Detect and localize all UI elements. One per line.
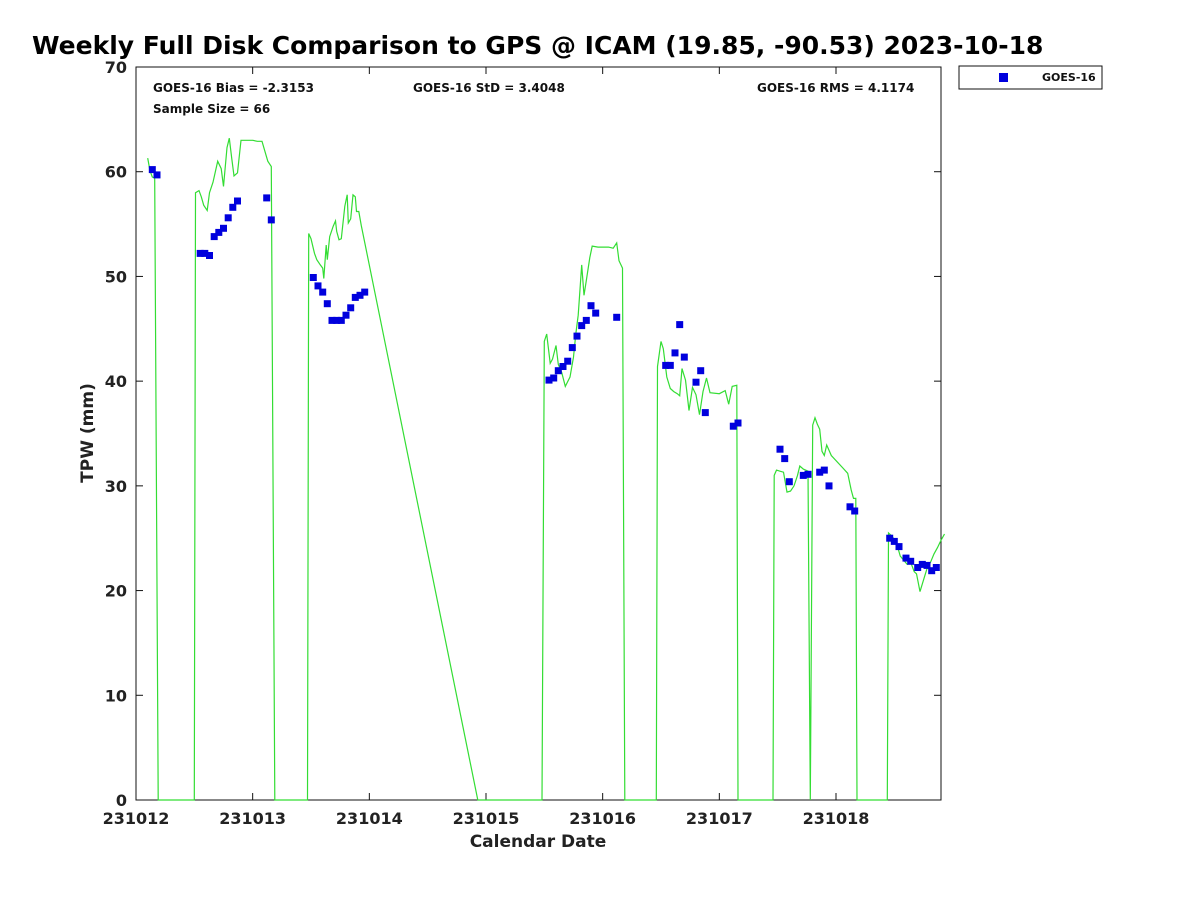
data-point-goes16 xyxy=(816,468,824,476)
data-point-goes16 xyxy=(550,374,558,382)
data-point-goes16 xyxy=(820,466,828,474)
data-point-goes16 xyxy=(729,422,737,430)
x-axis-label: Calendar Date xyxy=(470,832,607,852)
data-point-goes16 xyxy=(347,304,355,312)
y-tick-label: 50 xyxy=(105,267,127,286)
data-point-goes16 xyxy=(564,357,572,365)
data-point-goes16 xyxy=(923,561,931,569)
data-point-goes16 xyxy=(568,344,576,352)
data-point-goes16 xyxy=(676,321,684,329)
legend-marker-goes16 xyxy=(999,73,1008,82)
x-tick-label: 231015 xyxy=(453,809,520,828)
data-point-goes16 xyxy=(201,249,209,257)
data-point-goes16 xyxy=(206,252,213,259)
y-tick-label: 30 xyxy=(105,477,127,496)
y-axis: 0 10 20 30 40 50 60 70 xyxy=(105,58,941,810)
data-point-goes16 xyxy=(220,224,227,232)
y-tick-label: 60 xyxy=(105,163,127,182)
data-point-goes16 xyxy=(902,554,910,562)
data-point-goes16 xyxy=(148,166,156,174)
data-point-goes16 xyxy=(210,233,218,241)
x-tick-label: 231014 xyxy=(336,809,403,828)
data-point-goes16 xyxy=(573,332,581,340)
data-point-goes16 xyxy=(267,216,275,224)
data-point-goes16 xyxy=(804,470,812,478)
data-point-goes16 xyxy=(328,316,336,324)
data-point-goes16 xyxy=(351,293,359,301)
data-point-goes16 xyxy=(662,361,670,369)
data-point-goes16 xyxy=(263,194,271,202)
series-goes16-points xyxy=(148,166,940,575)
legend-box xyxy=(958,65,1103,90)
data-point-goes16 xyxy=(229,203,237,211)
data-point-goes16 xyxy=(799,471,807,479)
data-point-goes16 xyxy=(153,171,161,179)
data-point-goes16 xyxy=(680,353,688,361)
data-point-goes16 xyxy=(554,367,562,375)
data-point-goes16 xyxy=(314,282,322,290)
data-point-goes16 xyxy=(895,543,903,551)
data-point-goes16 xyxy=(907,557,915,565)
data-point-goes16 xyxy=(323,300,331,308)
data-point-goes16 xyxy=(578,322,586,330)
data-point-goes16 xyxy=(337,316,345,324)
data-point-goes16 xyxy=(825,482,833,490)
data-point-goes16 xyxy=(234,197,241,205)
series-line-gps xyxy=(147,138,946,801)
x-tick-label: 231013 xyxy=(219,809,286,828)
data-point-goes16 xyxy=(671,349,679,357)
data-point-goes16 xyxy=(356,291,364,299)
y-axis-label: TPW (mm) xyxy=(78,383,98,483)
data-point-goes16 xyxy=(196,249,204,257)
x-tick-label: 231016 xyxy=(569,809,636,828)
data-point-goes16 xyxy=(890,537,898,545)
data-point-goes16 xyxy=(361,288,369,296)
data-point-goes16 xyxy=(734,419,742,427)
data-point-goes16 xyxy=(559,363,567,370)
data-point-goes16 xyxy=(613,313,621,321)
data-point-goes16 xyxy=(697,367,705,375)
y-tick-label: 10 xyxy=(105,686,127,705)
stat-rms: GOES-16 RMS = 4.1174 xyxy=(757,81,914,95)
x-axis: 231012 231013 231014 231015 231016 231017 2310… xyxy=(103,67,870,828)
data-point-goes16 xyxy=(587,302,595,310)
data-point-goes16 xyxy=(666,361,674,369)
data-point-goes16 xyxy=(918,560,926,568)
data-point-goes16 xyxy=(545,376,553,384)
x-tick-label: 231012 xyxy=(103,809,170,828)
data-point-goes16 xyxy=(846,503,854,511)
y-tick-label: 0 xyxy=(116,791,127,810)
data-point-goes16 xyxy=(592,309,600,317)
data-point-goes16 xyxy=(224,214,232,222)
y-tick-label: 20 xyxy=(105,582,127,601)
data-point-goes16 xyxy=(928,567,936,575)
data-point-goes16 xyxy=(932,564,940,571)
data-point-goes16 xyxy=(781,455,789,463)
data-point-goes16 xyxy=(582,316,590,324)
data-point-goes16 xyxy=(776,445,784,453)
data-point-goes16 xyxy=(342,311,350,319)
data-point-goes16 xyxy=(692,378,700,386)
data-point-goes16 xyxy=(333,316,341,324)
y-tick-label: 70 xyxy=(105,58,127,77)
data-point-goes16 xyxy=(785,478,793,486)
stat-sample-size: Sample Size = 66 xyxy=(153,102,270,116)
legend: GOES-16 xyxy=(958,65,1103,90)
x-tick-label: 231017 xyxy=(686,809,753,828)
data-point-goes16 xyxy=(215,228,223,236)
data-point-goes16 xyxy=(886,534,894,542)
data-point-goes16 xyxy=(914,564,922,571)
data-point-goes16 xyxy=(851,507,859,515)
x-tick-label: 231018 xyxy=(803,809,870,828)
data-point-goes16 xyxy=(319,288,327,296)
chart-title: Weekly Full Disk Comparison to GPS @ ICA… xyxy=(32,31,1043,60)
y-tick-label: 40 xyxy=(105,372,127,391)
stat-bias: GOES-16 Bias = -2.3153 xyxy=(153,81,314,95)
legend-label-goes16: GOES-16 xyxy=(1042,71,1096,84)
data-point-goes16 xyxy=(701,409,709,417)
data-point-goes16 xyxy=(309,274,317,281)
stat-std: GOES-16 StD = 3.4048 xyxy=(413,81,565,95)
